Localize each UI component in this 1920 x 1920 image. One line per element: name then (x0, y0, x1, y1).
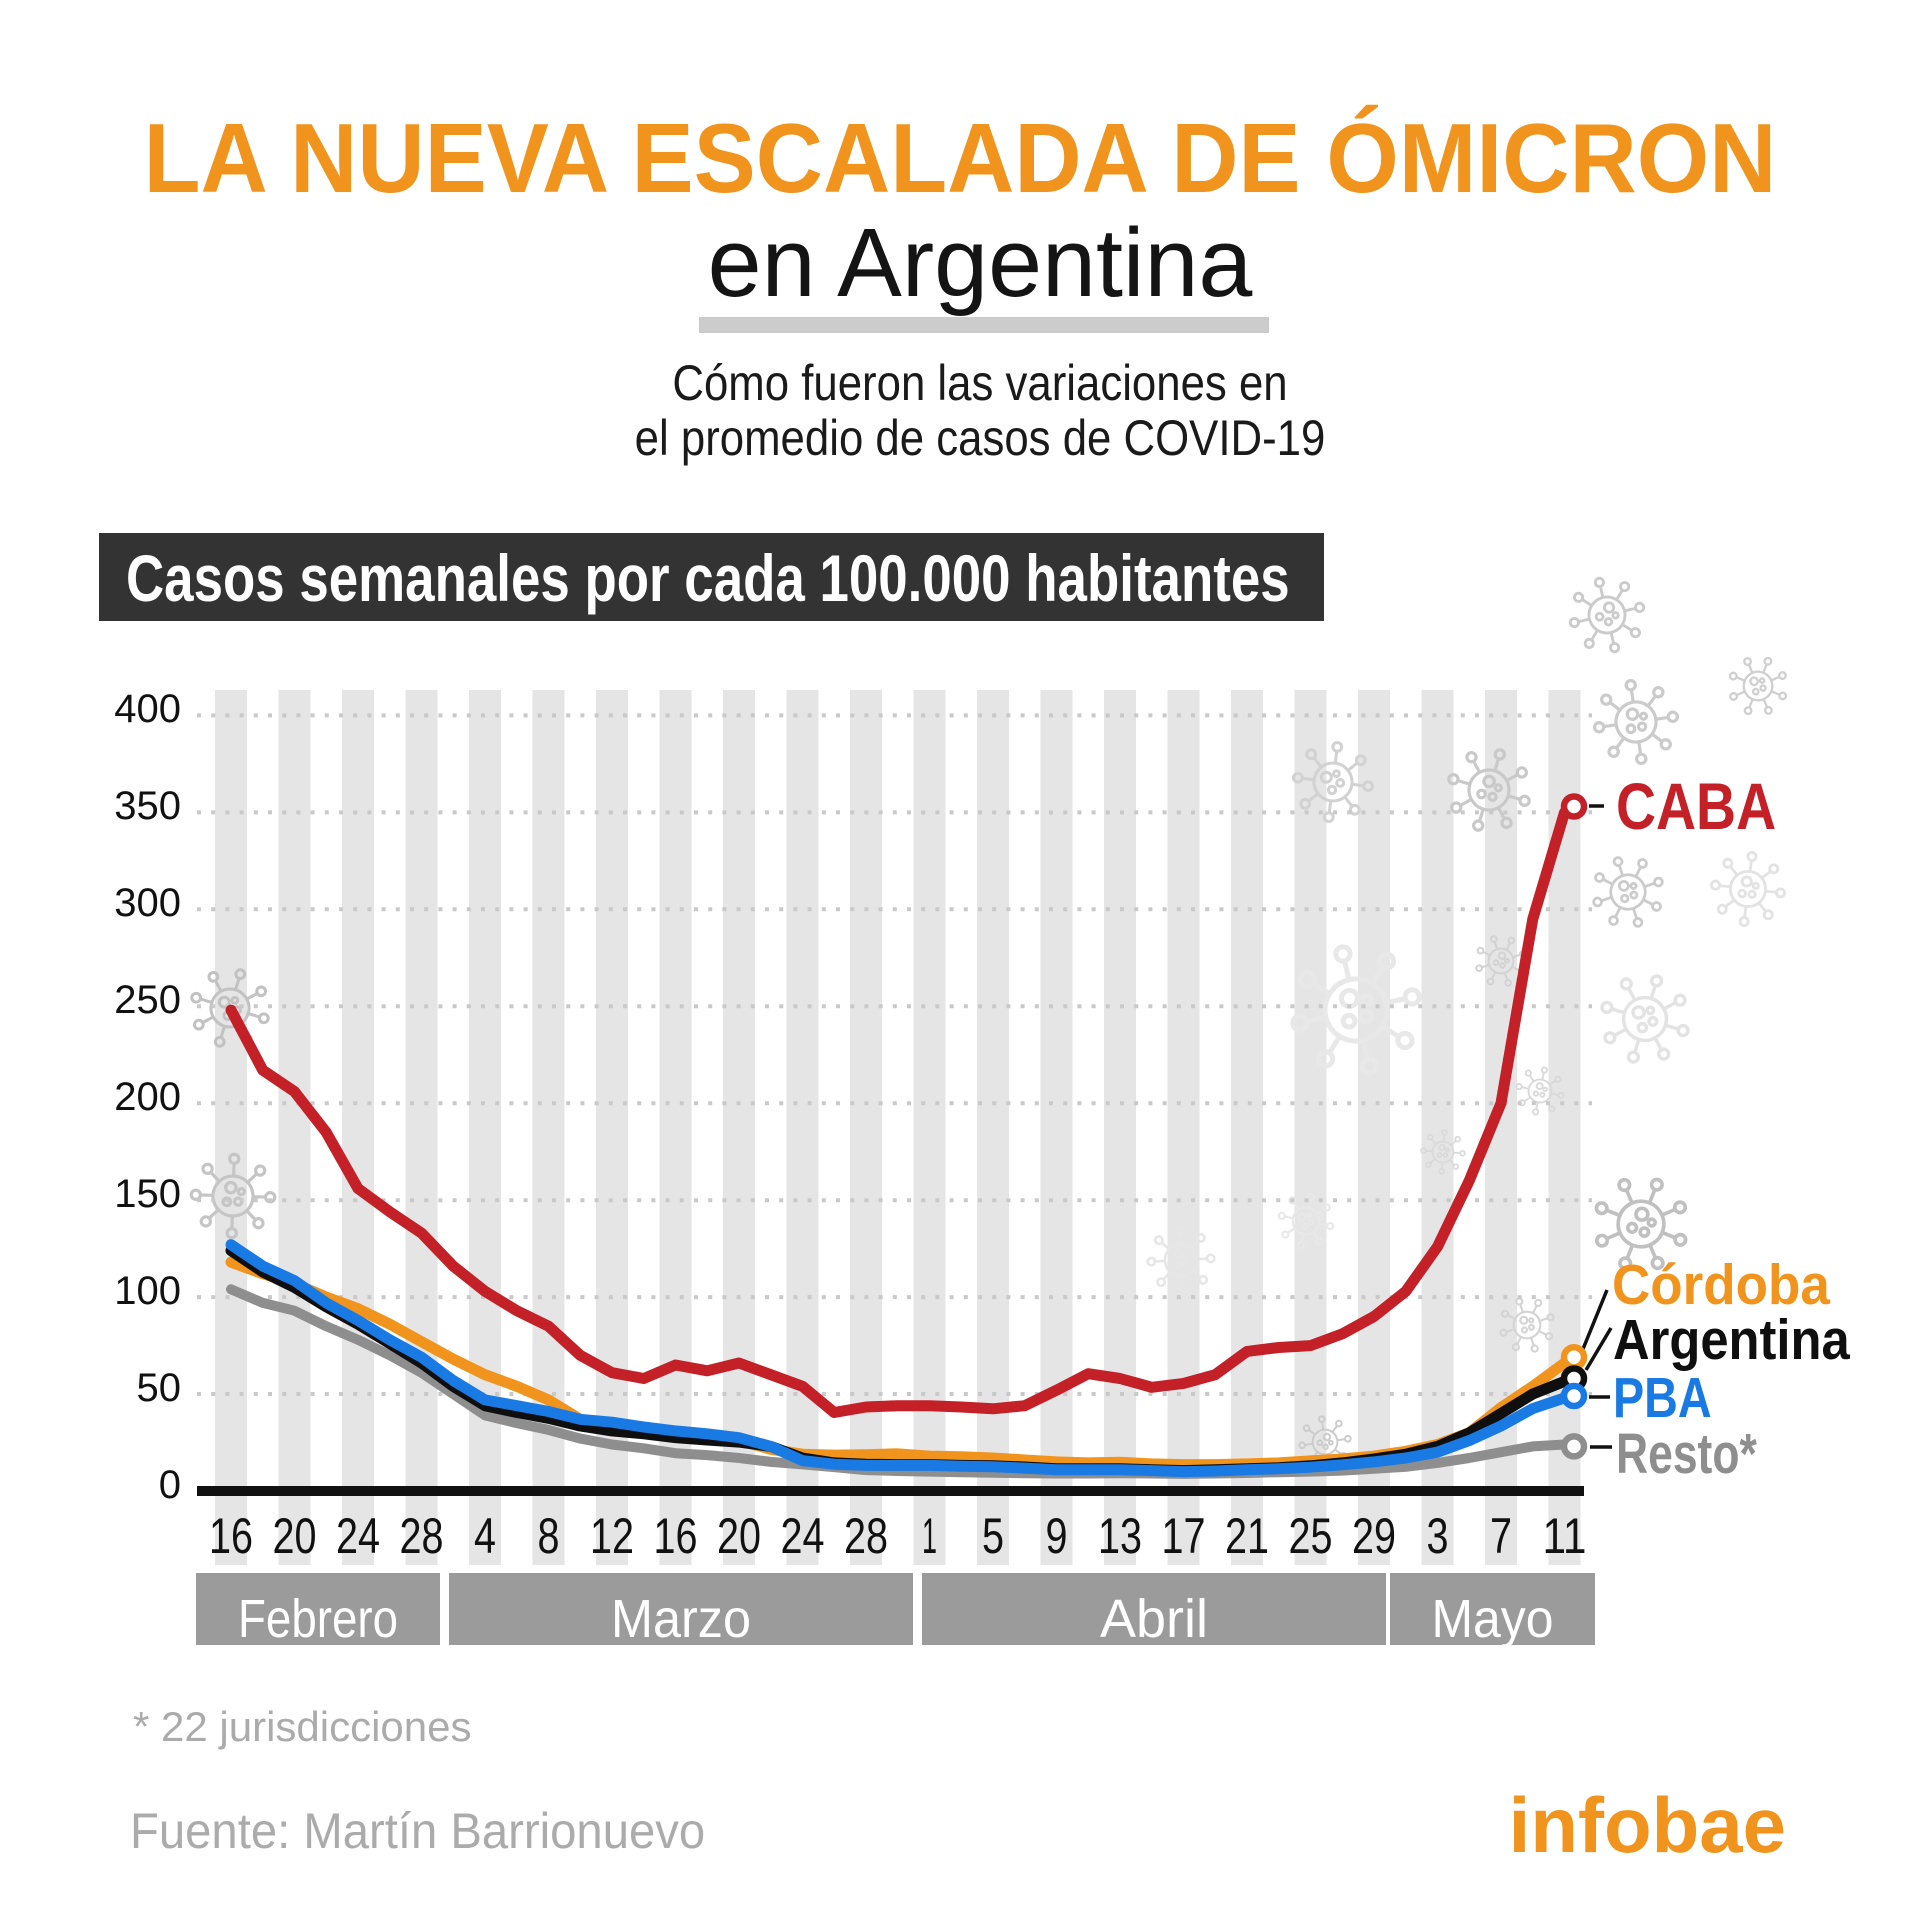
svg-text:17: 17 (1162, 1508, 1206, 1564)
svg-text:7: 7 (1490, 1508, 1512, 1564)
svg-text:250: 250 (114, 978, 181, 1022)
svg-text:21: 21 (1225, 1508, 1269, 1564)
svg-text:12: 12 (590, 1508, 634, 1564)
svg-text:1: 1 (922, 1508, 937, 1564)
svg-text:13: 13 (1098, 1508, 1142, 1564)
svg-text:20: 20 (273, 1508, 317, 1564)
svg-text:Febrero: Febrero (238, 1589, 398, 1649)
svg-text:24: 24 (781, 1508, 825, 1564)
svg-text:Marzo: Marzo (611, 1589, 751, 1649)
svg-text:25: 25 (1289, 1508, 1333, 1564)
svg-text:200: 200 (114, 1075, 181, 1119)
svg-text:350: 350 (114, 784, 181, 828)
svg-text:5: 5 (982, 1508, 1004, 1564)
svg-text:150: 150 (114, 1172, 181, 1216)
svg-text:Mayo: Mayo (1432, 1589, 1554, 1649)
svg-text:24: 24 (336, 1508, 380, 1564)
svg-text:100: 100 (114, 1269, 181, 1313)
svg-text:300: 300 (114, 881, 181, 925)
svg-text:0: 0 (159, 1463, 181, 1507)
svg-text:Resto*: Resto* (1616, 1422, 1757, 1486)
svg-text:Abril: Abril (1100, 1589, 1208, 1649)
svg-text:29: 29 (1352, 1508, 1396, 1564)
svg-text:400: 400 (114, 687, 181, 731)
svg-text:8: 8 (538, 1508, 560, 1564)
svg-text:16: 16 (209, 1508, 253, 1564)
svg-text:3: 3 (1427, 1508, 1449, 1564)
svg-text:Córdoba: Córdoba (1612, 1252, 1830, 1316)
svg-text:28: 28 (400, 1508, 444, 1564)
svg-text:50: 50 (137, 1366, 182, 1410)
svg-text:28: 28 (844, 1508, 888, 1564)
svg-text:4: 4 (474, 1508, 496, 1564)
svg-text:16: 16 (654, 1508, 698, 1564)
svg-text:11: 11 (1543, 1508, 1587, 1564)
svg-text:CABA: CABA (1616, 769, 1776, 843)
svg-text:PBA: PBA (1613, 1367, 1712, 1430)
svg-text:Argentina: Argentina (1613, 1308, 1851, 1371)
svg-text:9: 9 (1046, 1508, 1068, 1564)
svg-text:20: 20 (717, 1508, 761, 1564)
